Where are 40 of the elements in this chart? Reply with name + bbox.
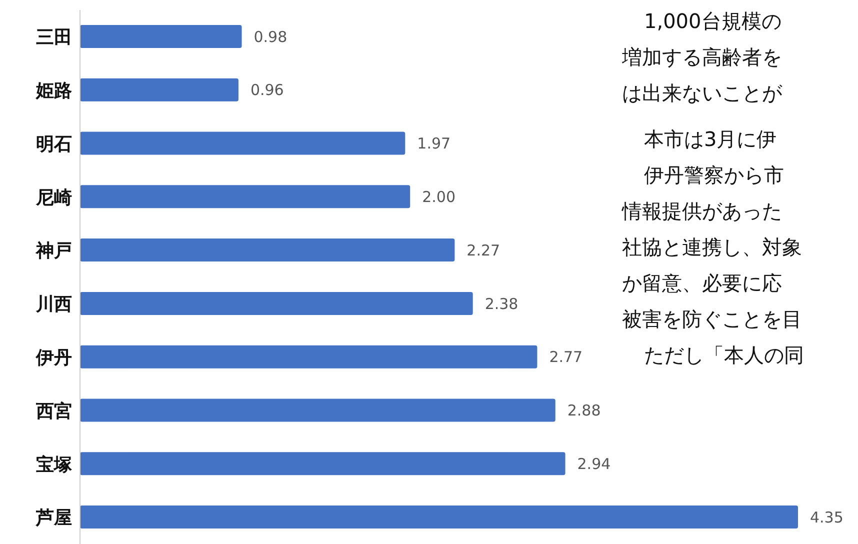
annotation: 情報提供があった	[622, 198, 782, 224]
y-tick-label: 西宮	[35, 400, 72, 422]
y-tick-label: 川西	[35, 294, 72, 316]
bar	[80, 452, 566, 476]
y-tick-label: 伊丹	[35, 347, 72, 368]
bar	[80, 185, 410, 208]
bar	[80, 238, 455, 262]
annotation: 被害を防ぐことを目	[622, 306, 802, 332]
annotation: 伊丹警察から市	[644, 162, 784, 188]
bar	[80, 506, 798, 529]
bar	[80, 132, 406, 155]
data-label: 2.38	[484, 294, 518, 313]
bar	[80, 398, 556, 422]
data-label: 4.35	[810, 508, 844, 526]
y-tick-label: 姫路	[35, 80, 72, 102]
y-tick-label: 三田	[36, 27, 72, 48]
y-tick-label: 明石	[36, 134, 72, 155]
y-tick-label: 尼崎	[35, 187, 72, 208]
annotation: 増加する高齢者を	[622, 44, 782, 70]
data-label: 2.77	[549, 348, 583, 366]
annotation: は出来ないことが	[622, 80, 782, 106]
data-label: 2.27	[466, 241, 500, 260]
data-label: 2.94	[577, 454, 611, 473]
bar	[80, 24, 242, 48]
bar	[80, 345, 538, 368]
bar	[80, 78, 238, 102]
data-label: 0.98	[254, 28, 288, 46]
annotation: 本市は3月に伊	[644, 126, 777, 152]
annotation: か留意、必要に応	[622, 270, 782, 296]
y-tick-label: 神戸	[35, 240, 72, 262]
data-label: 2.88	[567, 402, 601, 420]
data-label: 1.97	[417, 134, 451, 153]
bar	[80, 292, 473, 315]
annotation: 1,000台規模の	[644, 8, 782, 34]
y-tick-label: 宝塚	[36, 454, 73, 476]
data-label: 2.00	[422, 188, 456, 206]
annotation: ただし「本人の同	[644, 342, 804, 368]
y-tick-label: 芦屋	[35, 508, 72, 529]
data-label: 0.96	[250, 81, 284, 100]
annotation: 社協と連携し、対象	[622, 234, 802, 260]
